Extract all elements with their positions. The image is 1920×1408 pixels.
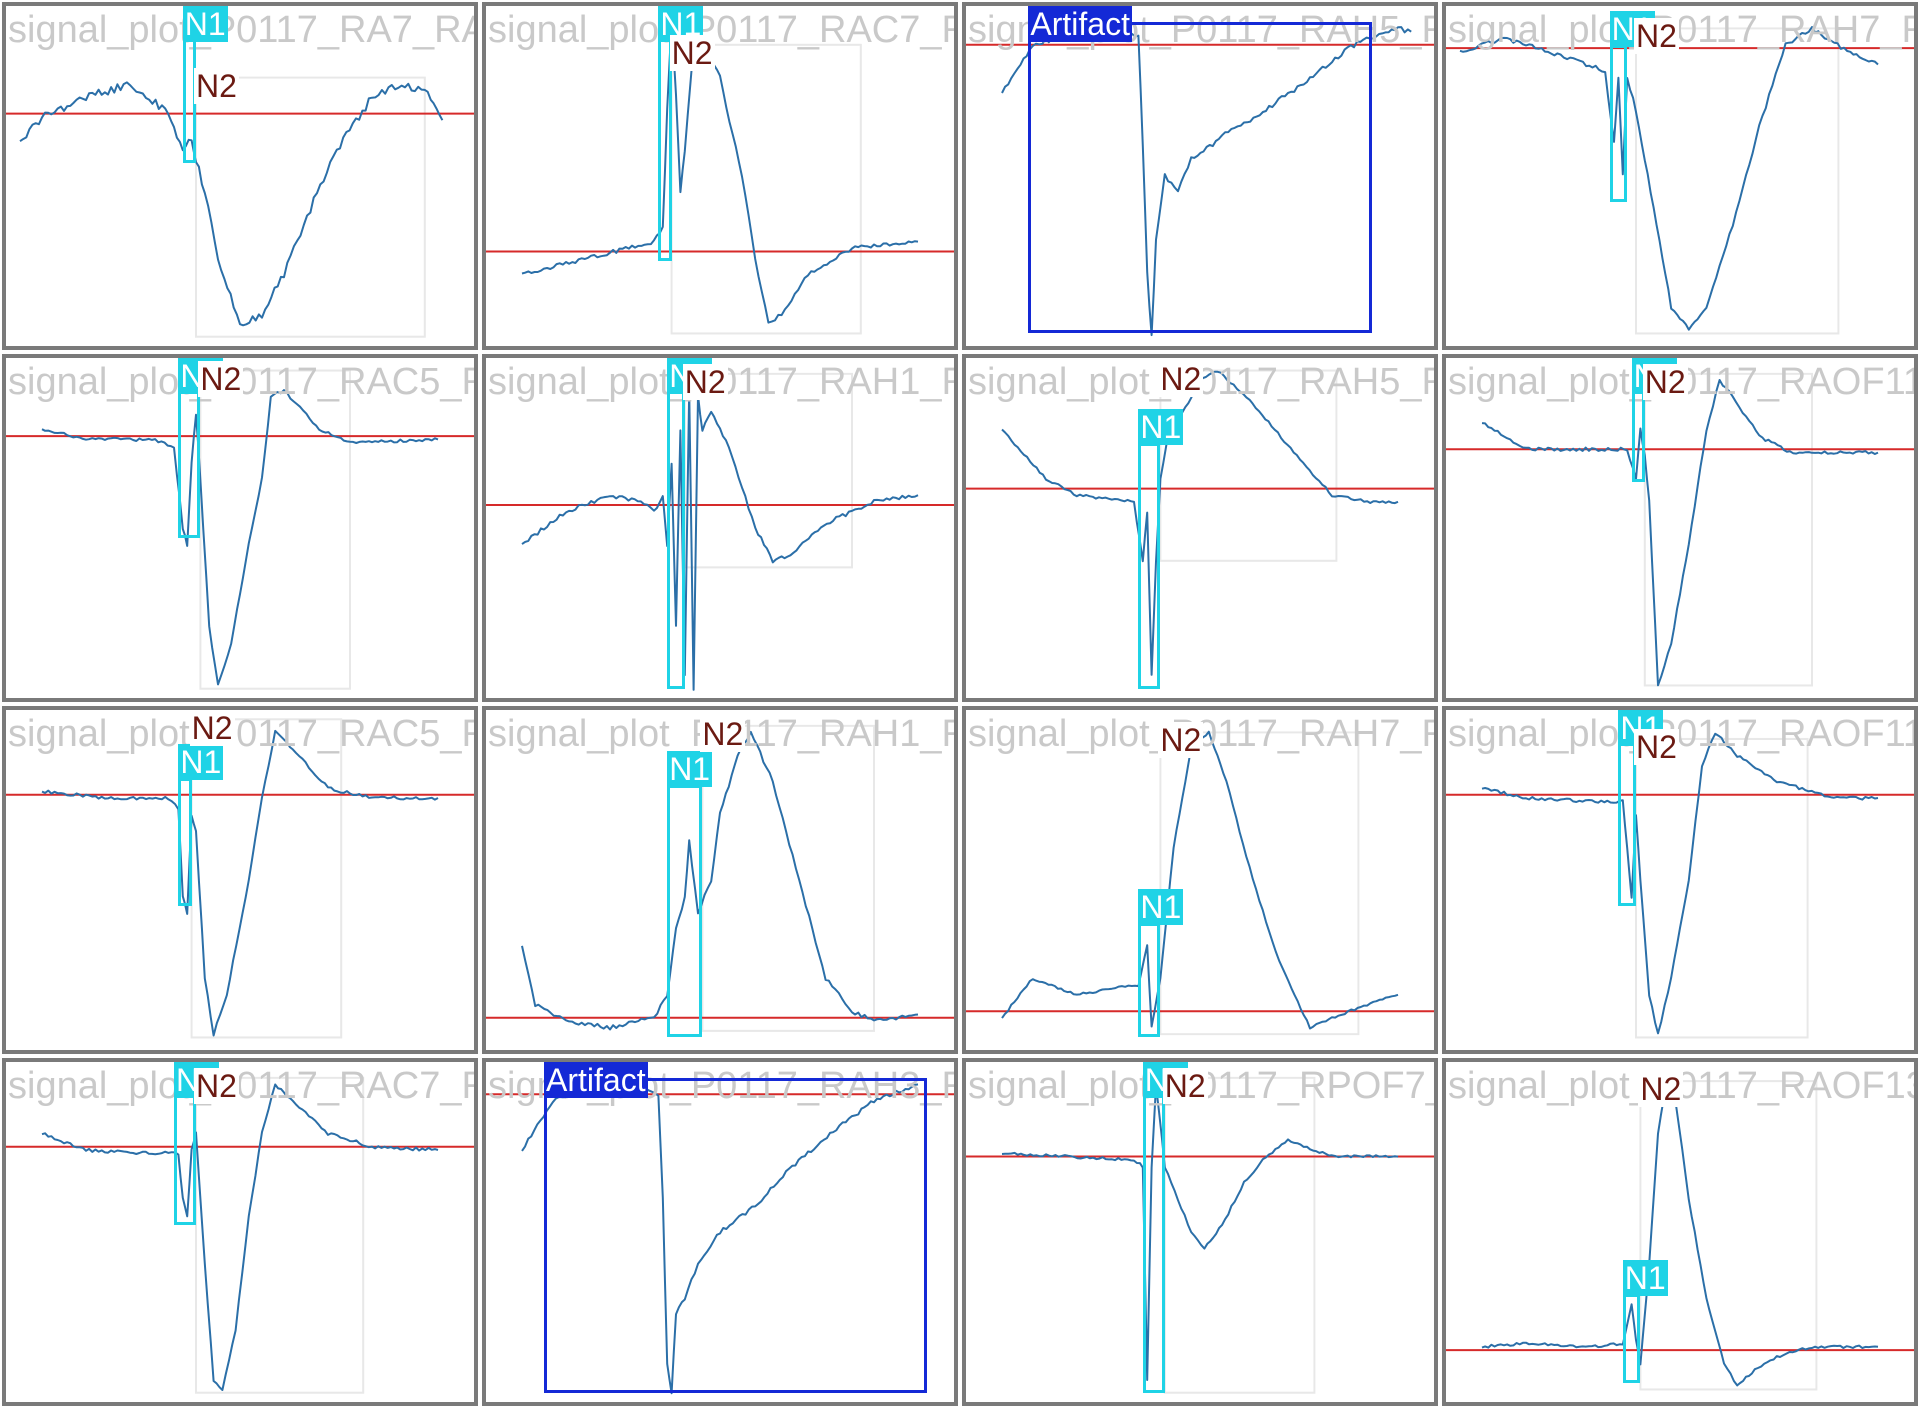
signal-panel: signal_plot_P0117_RAC5_RAC6_121N1N2	[2, 706, 478, 1054]
n1-label: N1	[182, 6, 228, 42]
signal-panel: signal_plot_P0117_RPOF7_RPOF8_137N1N2	[962, 1058, 1438, 1406]
signal-trace	[1001, 1084, 1399, 1381]
n2-region-box	[199, 369, 351, 690]
n1-box	[667, 784, 703, 1038]
signal-plot	[966, 730, 1434, 1036]
signal-panel: signal_plot_P0117_RAC7_RAC8_99N1N2	[482, 2, 958, 350]
n1-label: N1	[1138, 408, 1184, 445]
signal-plot	[1446, 372, 1914, 687]
n2-label: N2	[682, 363, 728, 400]
signal-trace	[1481, 732, 1879, 1035]
n2-label: N2	[1642, 363, 1688, 400]
n2-label: N2	[700, 715, 746, 752]
n1-box	[174, 1081, 196, 1226]
signal-plot	[486, 372, 954, 691]
n1-box	[1622, 1294, 1641, 1383]
signal-panel: signal_plot_P0117_RAOF13_RAOF14_58N1N2	[1442, 1058, 1918, 1406]
signal-panel: signal_plot_P0117_RAOF11_RAOF12_68N1N2	[1442, 354, 1918, 702]
panel-title: signal_plot_P0117_RAOF11_RAOF12_56	[1448, 713, 1914, 755]
signal-trace	[1001, 730, 1399, 1030]
signal-panel: signal_plot_P0117_RAH3_RAH4_71Artifact	[482, 1058, 958, 1406]
signal-plot	[486, 20, 954, 335]
signal-plot	[6, 369, 474, 690]
n2-label: N2	[194, 67, 239, 104]
n1-box	[178, 778, 192, 907]
panel-title: signal_plot_P0117_RA7_RA8_68	[8, 9, 474, 51]
n2-region-box	[190, 718, 343, 1039]
n2-region-box	[195, 1076, 365, 1394]
signal-plot	[486, 724, 954, 1032]
artifact-label: Artifact	[544, 1062, 648, 1098]
n2-label: N2	[194, 1067, 239, 1104]
signal-trace	[1481, 1075, 1879, 1387]
signal-panel: signal_plot_P0117_RAC5_RAC6_118N1N2	[2, 354, 478, 702]
n2-region-box	[1635, 27, 1840, 335]
n2-region-box	[1159, 731, 1360, 1036]
signal-panel: signal_plot_P0117_RAH7_RAH8_71N1N2	[1442, 2, 1918, 350]
n2-region-box	[1159, 369, 1338, 562]
signal-plot	[6, 1076, 474, 1394]
panel-title: signal_plot_P0117_RAC7_RAC8_99	[488, 9, 954, 51]
signal-trace	[521, 730, 919, 1031]
n1-box	[1138, 922, 1161, 1038]
artifact-box	[544, 1077, 927, 1393]
n1-box	[1142, 1074, 1165, 1393]
signal-panel: signal_plot_P0117_RAH5_RAH6_91Artifact	[962, 2, 1438, 350]
n2-region-box	[1163, 1076, 1316, 1394]
n1-box	[667, 377, 685, 689]
panel-title: signal_plot_P0117_RAC7_RAC8_118	[8, 1065, 474, 1107]
n1-label: N1	[1622, 1260, 1668, 1297]
n2-label: N2	[669, 34, 715, 71]
n2-label: N2	[1158, 722, 1204, 759]
n1-label: N1	[667, 750, 713, 787]
n2-region-box	[683, 372, 853, 569]
signal-trace	[1481, 379, 1879, 687]
panel-title: signal_plot_P0117_RAC5_RAC6_121	[8, 713, 474, 755]
signal-panel: signal_plot_P0117_RA7_RA8_68N1 N2	[2, 2, 478, 350]
n2-region-box	[1635, 737, 1809, 1039]
artifact-box	[1028, 21, 1372, 334]
signal-panel: signal_plot_P0117_RAH5_RAH6_75N1N2	[962, 354, 1438, 702]
signal-trace	[41, 1083, 439, 1391]
n1-label: N1	[1138, 888, 1184, 925]
signal-panel: signal_plot_P0117_RAH7_RAH8_44N1N2	[962, 706, 1438, 1054]
n1-label: N1	[178, 744, 224, 781]
signal-plot	[6, 76, 474, 338]
signal-trace	[1459, 26, 1879, 331]
signal-panel: signal_plot_P0117_RAH1_RAH2_68N1N2	[482, 354, 958, 702]
n1-box	[1138, 442, 1161, 689]
signal-trace	[41, 729, 439, 1037]
panel-title: signal_plot_P0117_RAH7_RAH8_71	[1448, 9, 1914, 51]
n2-region-box	[195, 76, 426, 338]
signal-panel: signal_plot_P0117_RAOF11_RAOF12_56N1N2	[1442, 706, 1918, 1054]
artifact-label: Artifact	[1028, 6, 1132, 42]
n1-box	[178, 370, 201, 538]
n2-label: N2	[189, 710, 235, 746]
n2-label: N2	[1634, 728, 1679, 765]
signal-panel: signal_plot_P0117_RAC7_RAC8_118N1N2	[2, 1058, 478, 1406]
n2-label: N2	[1162, 1067, 1208, 1104]
signal-plot	[1446, 732, 1914, 1039]
signal-plot	[966, 1076, 1434, 1394]
signal-trace	[521, 20, 919, 324]
n2-label: N2	[1638, 1071, 1684, 1108]
n2-label: N2	[198, 360, 244, 397]
signal-plot	[6, 718, 474, 1039]
signal-trace	[521, 389, 919, 691]
n2-region-box	[701, 724, 875, 1032]
n1-box	[1609, 44, 1628, 203]
n2-region-box	[670, 43, 862, 335]
signal-trace	[41, 389, 439, 686]
n2-region-box	[1639, 1080, 1818, 1391]
signal-plot	[966, 369, 1434, 676]
n2-region-box	[1643, 372, 1813, 687]
signal-trace	[19, 81, 444, 327]
signal-panel: signal_plot_P0117_RAH1_RAH2_75N1N2	[482, 706, 958, 1054]
n2-label: N2	[1634, 18, 1679, 55]
signal-trace	[1001, 370, 1399, 676]
signal-plot	[1446, 26, 1914, 335]
signal-plot	[1446, 1075, 1914, 1391]
n2-label: N2	[1158, 360, 1204, 397]
